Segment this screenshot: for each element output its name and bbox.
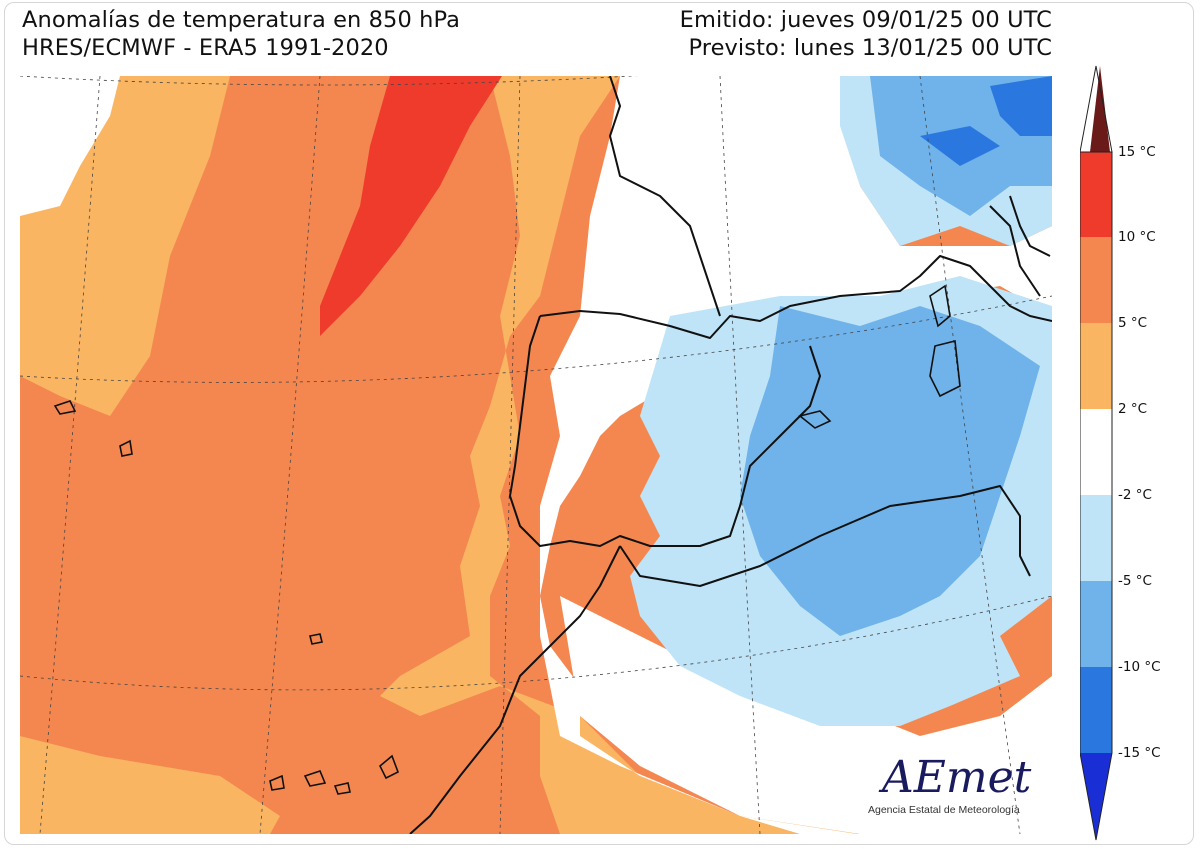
canary-islands-3 bbox=[379, 754, 400, 780]
colorbar-svg bbox=[1079, 65, 1113, 841]
colorbar-minus5-minus10 bbox=[1080, 581, 1112, 667]
colorbar-neutral bbox=[1080, 409, 1112, 495]
logo-tagline: Agencia Estatal de Meteorología bbox=[868, 804, 1020, 816]
colorbar-label-minus2: -2 °C bbox=[1118, 487, 1152, 503]
selvagens bbox=[309, 633, 323, 645]
date-block: Emitido: jueves 09/01/25 00 UTC Previsto… bbox=[680, 6, 1052, 62]
colorbar-label-2: 2 °C bbox=[1118, 401, 1148, 417]
colorbar-10-15 bbox=[1080, 152, 1112, 237]
colorbar-top-arrow bbox=[1090, 66, 1110, 152]
anomaly-fill-2-5-east bbox=[380, 76, 860, 834]
colorbar-label-5: 5 °C bbox=[1118, 315, 1148, 331]
map-title: Anomalías de temperatura en 850 hPa bbox=[22, 7, 461, 33]
canary-islands-4 bbox=[333, 782, 351, 795]
colorbar-label-minus5: -5 °C bbox=[1118, 573, 1152, 589]
issued-date: Emitido: jueves 09/01/25 00 UTC bbox=[679, 7, 1052, 33]
anomaly-fill-minus10-minus15 bbox=[920, 76, 1052, 166]
map-subtitle: HRES/ECMWF - ERA5 1991-2020 bbox=[22, 35, 389, 61]
colorbar-minus2-minus5 bbox=[1080, 495, 1112, 581]
anomaly-fill-minus5-minus10 bbox=[740, 76, 1052, 636]
madeira bbox=[119, 439, 133, 457]
canary-islands-1 bbox=[269, 774, 285, 791]
anomaly-fill-2-5-southwest bbox=[20, 736, 280, 834]
islands bbox=[53, 284, 961, 795]
figure-frame bbox=[4, 2, 1194, 845]
colorbar-label-minus10: -10 °C bbox=[1118, 659, 1161, 675]
logo-text: AEmet bbox=[878, 752, 1032, 803]
colorbar-2-5 bbox=[1080, 323, 1112, 409]
corsica bbox=[929, 284, 951, 328]
colorbar bbox=[1079, 64, 1200, 844]
anomaly-fill-neutral-land bbox=[540, 76, 1052, 834]
anomaly-fill-10-15 bbox=[320, 76, 502, 336]
coastlines bbox=[409, 76, 1052, 834]
balearic-islands bbox=[798, 410, 832, 429]
graticule bbox=[20, 76, 1052, 834]
colorbar-top-outline bbox=[1079, 65, 1113, 153]
colorbar-label-minus15: -15 °C bbox=[1118, 745, 1161, 761]
canary-islands-2 bbox=[303, 770, 327, 787]
anomaly-map-svg: AEmet Agencia Estatal de Meteorología bbox=[20, 76, 1052, 834]
colorbar-label-15: 15 °C bbox=[1118, 144, 1156, 160]
sardinia bbox=[929, 340, 961, 398]
anomaly-map: AEmet Agencia Estatal de Meteorología bbox=[20, 76, 1052, 834]
azores bbox=[53, 400, 77, 415]
anomaly-fill-neutral-corner bbox=[20, 76, 120, 216]
colorbar-minus10-minus15 bbox=[1080, 667, 1112, 753]
forecast-date: Previsto: lunes 13/01/25 00 UTC bbox=[688, 35, 1052, 61]
title-block: Anomalías de temperatura en 850 hPa HRES… bbox=[22, 6, 460, 62]
colorbar-label-10: 10 °C bbox=[1118, 229, 1156, 245]
colorbar-bottom-arrow bbox=[1080, 753, 1112, 840]
aemet-logo: AEmet Agencia Estatal de Meteorología bbox=[868, 752, 1032, 816]
colorbar-5-10 bbox=[1080, 237, 1112, 323]
